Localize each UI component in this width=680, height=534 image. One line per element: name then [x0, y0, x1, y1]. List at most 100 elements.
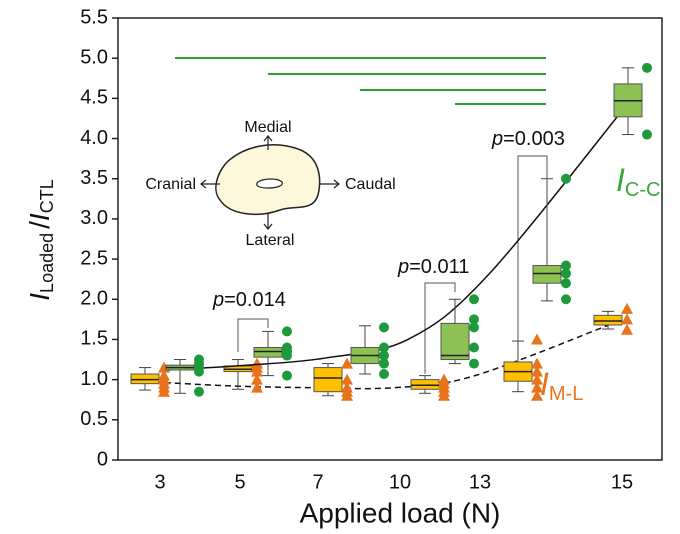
box	[503, 333, 543, 401]
point	[194, 366, 204, 377]
y-title-part: Loaded	[37, 233, 57, 293]
box	[593, 302, 633, 335]
y-title-part: I	[24, 293, 55, 301]
p-value: =0.014	[224, 289, 286, 311]
point	[379, 369, 389, 380]
x-tick-label: 3	[154, 471, 165, 493]
inset-label: Lateral	[246, 232, 295, 249]
series-name: M-L	[549, 383, 583, 405]
inset-label: Caudal	[345, 176, 396, 193]
point	[561, 278, 571, 289]
x-tick-label: 5	[234, 471, 245, 493]
inset-label: Cranial	[145, 176, 196, 193]
point	[561, 268, 571, 279]
x-tick-label: 7	[312, 471, 323, 493]
plot-frame	[117, 17, 663, 461]
point	[621, 302, 633, 314]
point	[469, 322, 479, 333]
y-tick-label: 1.5	[80, 328, 108, 350]
box-body	[130, 373, 160, 385]
point	[379, 350, 389, 361]
box-body	[593, 314, 623, 326]
p-value: =0.011	[409, 256, 469, 278]
x-axis-title: Applied load (N)	[300, 497, 501, 528]
point	[561, 173, 571, 184]
y-tick-label: 0.5	[80, 408, 108, 430]
point	[194, 386, 204, 397]
point	[341, 373, 353, 385]
series-symbol: I	[540, 366, 549, 402]
box-body	[253, 346, 283, 358]
significance-lines	[175, 57, 546, 105]
point	[379, 322, 389, 333]
box	[440, 294, 479, 369]
point	[251, 381, 263, 393]
point	[642, 129, 652, 140]
point	[531, 373, 543, 385]
point	[341, 357, 353, 369]
y-tick-label: 2.0	[80, 288, 108, 310]
box-body	[532, 265, 562, 284]
point	[469, 342, 479, 353]
y-tick-label: 2.5	[80, 247, 108, 269]
point	[531, 389, 543, 401]
y-title-part: /	[24, 221, 55, 229]
box	[613, 62, 652, 140]
p-italic: p	[212, 289, 224, 311]
fit-curve	[154, 321, 618, 390]
p-italic: p	[397, 256, 409, 278]
point	[282, 326, 292, 337]
point	[282, 370, 292, 381]
point	[469, 314, 479, 325]
point	[469, 358, 479, 369]
p-italic: p	[491, 128, 503, 150]
box	[253, 326, 292, 381]
y-axis-title: ILoaded/ICTL	[24, 179, 56, 300]
y-title-part: CTL	[37, 179, 57, 213]
series-name: C-C	[625, 179, 661, 201]
point	[379, 358, 389, 369]
p-symbol: p=0.011	[397, 256, 469, 278]
p-brackets	[237, 155, 548, 374]
box-body	[313, 367, 343, 393]
y-tick-label: 0	[97, 448, 108, 470]
box	[130, 361, 170, 397]
point	[379, 342, 389, 353]
inset-label: Medial	[244, 119, 291, 136]
y-tick-label: 4.5	[80, 87, 108, 109]
point	[561, 294, 571, 305]
y-tick-label: 5.0	[80, 46, 108, 68]
p-value: =0.003	[503, 128, 565, 150]
inset-diagram: Medial Cranial Caudal Lateral	[145, 119, 395, 249]
point	[251, 373, 263, 385]
point	[438, 389, 450, 401]
y-tick-label: 5.5	[80, 6, 108, 28]
y-tick-label: 1.0	[80, 368, 108, 390]
point	[251, 365, 263, 377]
x-tick-label: 15	[611, 471, 633, 493]
point	[341, 389, 353, 401]
point	[531, 357, 543, 369]
x-tick-label: 13	[469, 471, 491, 493]
point	[621, 323, 633, 335]
y-title-part: I	[24, 213, 55, 221]
series-symbol: I	[616, 162, 625, 198]
series-label: IC-C	[616, 162, 660, 201]
point	[561, 260, 571, 271]
fit-curve	[167, 100, 631, 371]
box-body	[440, 322, 470, 361]
point	[531, 333, 543, 345]
point	[282, 350, 292, 361]
point	[531, 365, 543, 377]
box	[223, 357, 263, 393]
y-tick-label: 3.5	[80, 167, 108, 189]
point	[469, 294, 479, 305]
box	[410, 373, 450, 401]
y-tick-label: 3.0	[80, 207, 108, 229]
box	[165, 354, 204, 397]
point	[642, 62, 652, 73]
point	[531, 381, 543, 393]
x-tick-label: 10	[389, 471, 411, 493]
point	[158, 385, 170, 397]
